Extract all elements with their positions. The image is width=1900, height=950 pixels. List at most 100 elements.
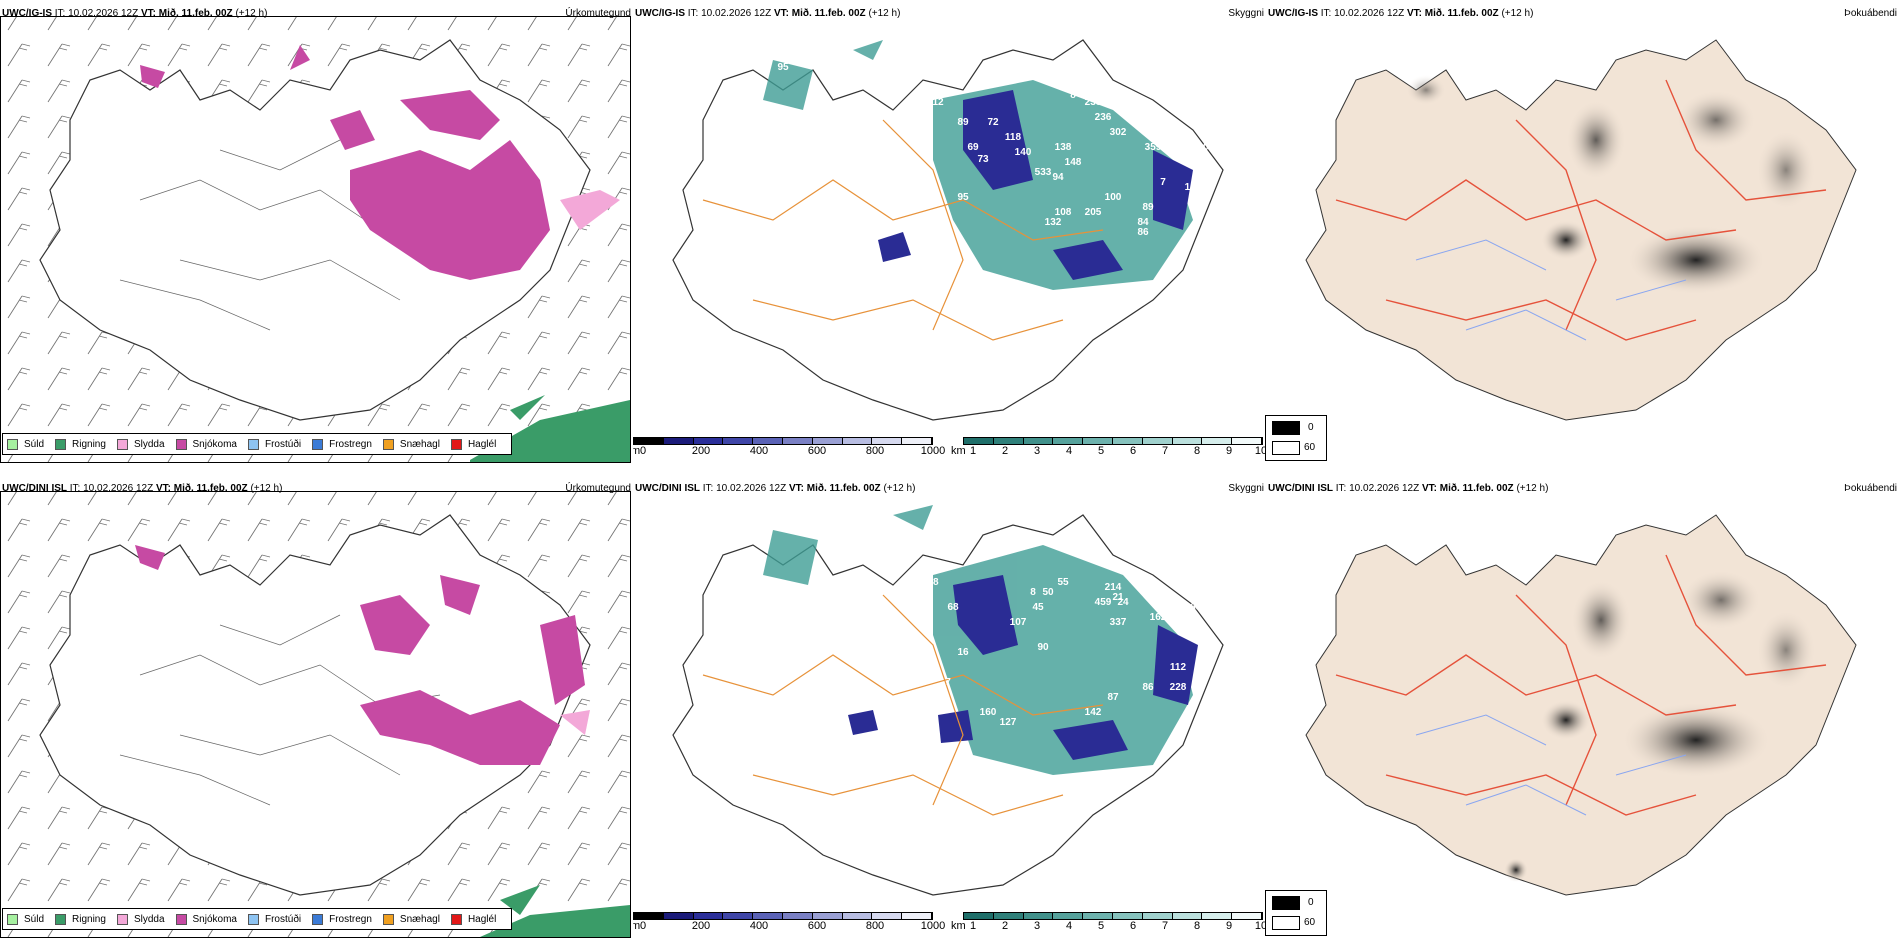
navy-visibility-zones xyxy=(878,90,1193,280)
legend-label: Rigning xyxy=(72,438,106,450)
legend-swatch xyxy=(55,913,67,925)
visibility-value-label: 94 xyxy=(1052,172,1064,183)
visibility-value-label: 108 xyxy=(1055,207,1072,218)
legend-swatch xyxy=(312,438,324,450)
colorbar-tick-label: 1000 xyxy=(920,920,946,932)
panel-title-fog: Þokuábendi xyxy=(1844,8,1897,19)
legend-item: Frostregn xyxy=(312,913,372,925)
colorbar-segment xyxy=(634,913,664,919)
colorbar-segment xyxy=(1172,913,1203,919)
visibility-value-label: 68 xyxy=(947,602,959,613)
iceland-outline xyxy=(39,514,591,896)
panel-title-precip: Úrkomutegund xyxy=(565,483,631,494)
colorbar-tick-label: 400 xyxy=(749,445,769,457)
colorbar-segment xyxy=(842,438,873,444)
colorbar-segment xyxy=(964,913,994,919)
colorbar-segment xyxy=(693,913,724,919)
snow-areas xyxy=(135,545,585,765)
visibility-value-label: 533 xyxy=(1035,167,1052,178)
legend-label: Snæhagl xyxy=(399,438,440,450)
visibility-value-label: 13 xyxy=(1097,87,1109,98)
visibility-value-label: 116 xyxy=(880,192,897,203)
model-name: UWC/DINI ISL xyxy=(2,483,67,494)
colorbar-tick-label: 200 xyxy=(691,445,711,457)
legend-label: Slydda xyxy=(133,438,165,450)
visibility-value-label: 236 xyxy=(1095,112,1112,123)
legend-item: Súld xyxy=(7,438,44,450)
precip-legend: Súld Rigning Slydda Snjókoma Frostúði Frostre… xyxy=(2,908,513,930)
legend-swatch xyxy=(247,438,259,450)
colorbar-segment xyxy=(993,913,1024,919)
map-frame xyxy=(0,16,631,463)
visibility-value-label: 124 xyxy=(1185,617,1202,628)
colorbar-tick-label: 5 xyxy=(1097,920,1105,932)
legend-item: Rigning xyxy=(55,913,106,925)
visibility-value-label: 205 xyxy=(1085,207,1102,218)
colorbar-segment xyxy=(812,438,843,444)
sleet-area xyxy=(560,710,590,735)
fog-key-white-swatch xyxy=(1272,916,1300,930)
legend-swatch xyxy=(312,913,324,925)
visibility-value-label: 308 xyxy=(745,517,762,528)
visibility-unit: km xyxy=(951,920,966,932)
colorbar-tick-label: 600 xyxy=(807,920,827,932)
legend-item: Slydda xyxy=(116,913,165,925)
visibility-value-label: 148 xyxy=(1065,157,1082,168)
panel-header: UWC/IG-IS IT: 10.02.2026 12Z VT: Mið. 11… xyxy=(1268,8,1533,19)
valid-time: VT: Mið. 11.feb. 00Z xyxy=(788,483,881,494)
lead-time: (+12 h) xyxy=(1501,8,1534,19)
colorbar-segment xyxy=(1142,913,1173,919)
precip-map xyxy=(1,17,630,462)
legend-label: Súld xyxy=(24,913,45,925)
visibility-value-label: 69 xyxy=(967,142,979,153)
colorbar-segment xyxy=(1112,438,1143,444)
visibility-value-label: 142 xyxy=(1185,182,1202,193)
legend-swatch xyxy=(382,913,394,925)
colorbar-tick-label: 1 xyxy=(969,445,977,457)
fog-dark-areas xyxy=(1406,75,1816,295)
legend-label: Snæhagl xyxy=(399,913,440,925)
colorbar-tick-label: 3 xyxy=(1033,445,1041,457)
valid-time: VT: Mið. 11.feb. 00Z xyxy=(773,8,866,19)
legend-item: Frostúði xyxy=(247,913,302,925)
fog-key-white-swatch xyxy=(1272,441,1300,455)
snow-areas xyxy=(140,45,550,280)
colorbar-segment xyxy=(1202,438,1233,444)
colorbar-tick-label: 4 xyxy=(1065,445,1073,457)
visibility-value-label: 73 xyxy=(977,154,989,165)
colorbar-segment xyxy=(1053,913,1084,919)
elevation-unit: m xyxy=(633,920,641,932)
visibility-value-label: 228 xyxy=(1170,682,1187,693)
fog-map xyxy=(1305,514,1857,896)
visibility-panel-row1: UWC/IG-IS IT: 10.02.2026 12Z VT: Mið. 11… xyxy=(633,0,1266,475)
colorbar-tick-label: 2 xyxy=(1001,445,1009,457)
visibility-value-label: 112 xyxy=(1170,662,1187,673)
visibility-unit: km xyxy=(951,445,966,457)
legend-item: Snjókoma xyxy=(175,438,237,450)
colorbar-tick-label: 400 xyxy=(749,920,769,932)
map-frame xyxy=(0,491,631,938)
visibility-value-label: 118 xyxy=(1005,132,1022,143)
model-name: UWC/IG-IS xyxy=(635,8,685,19)
colorbar-segment xyxy=(663,913,694,919)
legend-label: Frostúði xyxy=(264,913,302,925)
visibility-value-label: 87 xyxy=(1107,692,1119,703)
colorbar-tick-label: 1000 xyxy=(920,445,946,457)
visibility-value-label: 12 xyxy=(932,97,944,108)
legend-item: Slydda xyxy=(116,438,165,450)
colorbar-tick-label: 0 xyxy=(639,445,647,457)
visibility-value-label: 86 xyxy=(1142,682,1154,693)
fog-index-key-row2: 0 60 xyxy=(1265,890,1327,936)
colorbar-segment xyxy=(634,438,664,444)
visibility-value-label: 20 xyxy=(1197,142,1209,153)
colorbar-segment xyxy=(812,913,843,919)
model-name: UWC/IG-IS xyxy=(1268,8,1318,19)
legend-item: Snjókoma xyxy=(175,913,237,925)
legend-swatch xyxy=(450,913,462,925)
colorbar-tick-label: 600 xyxy=(807,445,827,457)
colorbar-segment xyxy=(902,438,932,444)
visibility-value-label: 45 xyxy=(1032,602,1044,613)
colorbar-segment xyxy=(753,913,783,919)
